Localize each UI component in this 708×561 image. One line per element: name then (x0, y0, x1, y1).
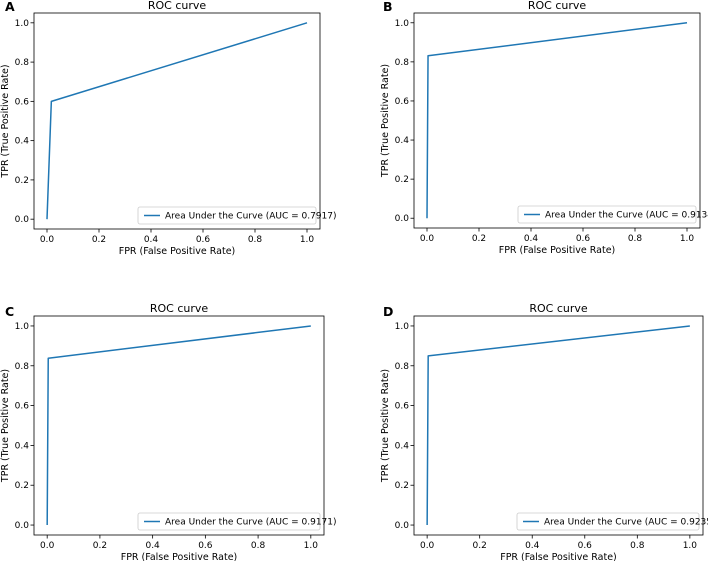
y-tick-label: 0.2 (395, 481, 409, 491)
y-tick-label: 1.0 (15, 322, 30, 332)
y-tick-label: 0.2 (15, 176, 29, 186)
x-tick-label: 0.8 (630, 541, 645, 551)
y-tick-label: 1.0 (395, 322, 410, 332)
x-tick-label: 0.0 (40, 541, 55, 551)
x-tick-label: 0.8 (251, 541, 266, 551)
y-tick-label: 0.8 (15, 362, 30, 372)
roc-curve-line (426, 325, 690, 526)
panel-letter: B (383, 0, 393, 14)
chart-title: ROC curve (528, 0, 587, 12)
legend: Area Under the Curve (AUC = 0.7917) (137, 206, 337, 225)
panel-letter: D (383, 304, 393, 319)
x-tick-label: 0.8 (248, 235, 263, 245)
y-tick-label: 0.6 (395, 97, 410, 107)
x-tick-label: 0.2 (93, 541, 107, 551)
y-tick-label: 1.0 (15, 19, 30, 29)
legend-box (517, 205, 697, 224)
roc-panel-d: D ROC curve 0.0 0.2 0.4 0.6 0.8 1.0 0.0 0.2 0.4 0.6… (380, 302, 708, 561)
x-tick-label: 0.2 (473, 541, 487, 551)
chart-title: ROC curve (150, 302, 209, 315)
axes-frame (33, 315, 325, 536)
chart-title: ROC curve (148, 0, 207, 12)
x-tick-label: 0.6 (198, 541, 213, 551)
y-tick-label: 0.2 (395, 175, 409, 185)
x-tick-label: 0.4 (525, 541, 540, 551)
x-tick-label: 0.6 (576, 234, 591, 244)
y-axis-label: TPR (True Positive Rate) (380, 369, 391, 483)
chart-title: ROC curve (529, 302, 588, 315)
x-tick-label: 0.4 (144, 235, 159, 245)
x-tick-label: 0.6 (578, 541, 593, 551)
legend-box (137, 206, 317, 225)
x-tick-label: 0.4 (145, 541, 160, 551)
y-tick-label: 0.4 (395, 441, 410, 451)
x-tick-label: 0.0 (420, 234, 435, 244)
y-tick-label: 0.6 (15, 97, 30, 107)
legend: Area Under the Curve (AUC = 0.9235) (516, 512, 708, 531)
panel-letter: C (5, 304, 14, 319)
axes-frame (33, 12, 321, 230)
x-tick-label: 1.0 (683, 541, 698, 551)
x-axis-label: FPR (False Positive Rate) (499, 245, 616, 256)
x-tick-label: 1.0 (680, 234, 695, 244)
y-axis-label: TPR (True Positive Rate) (0, 369, 11, 483)
x-tick-label: 0.2 (92, 235, 106, 245)
y-tick-label: 0.0 (15, 215, 30, 225)
legend-label: Area Under the Curve (AUC = 0.9134) (545, 211, 708, 221)
y-tick-label: 0.6 (395, 402, 410, 412)
y-tick-label: 0.0 (395, 214, 410, 224)
axes-frame (413, 315, 704, 536)
roc-panel-a: A ROC curve 0.0 0.2 0.4 0.6 0.8 1.0 0.0 0.2 0.4 0.6… (0, 0, 337, 257)
legend-box (516, 512, 700, 531)
y-tick-label: 0.8 (395, 362, 410, 372)
x-tick-label: 1.0 (300, 235, 315, 245)
legend-label: Area Under the Curve (AUC = 0.9171) (165, 518, 337, 528)
y-tick-label: 0.4 (395, 136, 410, 146)
legend-label: Area Under the Curve (AUC = 0.7917) (165, 212, 337, 222)
x-axis-label: FPR (False Positive Rate) (121, 552, 238, 561)
y-tick-label: 0.8 (15, 58, 30, 68)
y-tick-label: 0.4 (15, 441, 30, 451)
y-tick-label: 0.4 (15, 137, 30, 147)
y-tick-label: 0.8 (395, 58, 410, 68)
legend: Area Under the Curve (AUC = 0.9134) (517, 205, 708, 224)
roc-panel-b: B ROC curve 0.0 0.2 0.4 0.6 0.8 1.0 0.0 0.2 0.4 0.6… (380, 0, 708, 256)
y-tick-label: 0.2 (15, 481, 29, 491)
legend-label: Area Under the Curve (AUC = 0.9235) (544, 518, 708, 528)
x-tick-label: 0.4 (524, 234, 539, 244)
roc-panel-c: C ROC curve 0.0 0.2 0.4 0.6 0.8 1.0 0.0 0.2 0.4 0.6… (0, 302, 337, 561)
x-axis-label: FPR (False Positive Rate) (500, 552, 617, 561)
y-axis-label: TPR (True Positive Rate) (0, 64, 11, 178)
y-tick-label: 0.0 (395, 521, 410, 531)
y-tick-label: 1.0 (395, 19, 410, 29)
y-axis-label: TPR (True Positive Rate) (380, 64, 391, 178)
x-axis-label: FPR (False Positive Rate) (119, 246, 236, 257)
legend: Area Under the Curve (AUC = 0.9171) (137, 512, 337, 531)
x-tick-label: 0.6 (196, 235, 211, 245)
x-tick-label: 1.0 (304, 541, 319, 551)
roc-curve-line (46, 325, 311, 526)
legend-box (137, 512, 321, 531)
panel-letter: A (5, 0, 15, 14)
x-tick-label: 0.0 (40, 235, 55, 245)
roc-curve-line (46, 22, 308, 220)
y-tick-label: 0.0 (15, 521, 30, 531)
x-tick-label: 0.8 (628, 234, 643, 244)
roc-curve-line (426, 22, 688, 219)
x-tick-label: 0.0 (420, 541, 435, 551)
x-tick-label: 0.2 (472, 234, 486, 244)
y-tick-label: 0.6 (15, 402, 30, 412)
axes-frame (413, 12, 701, 229)
